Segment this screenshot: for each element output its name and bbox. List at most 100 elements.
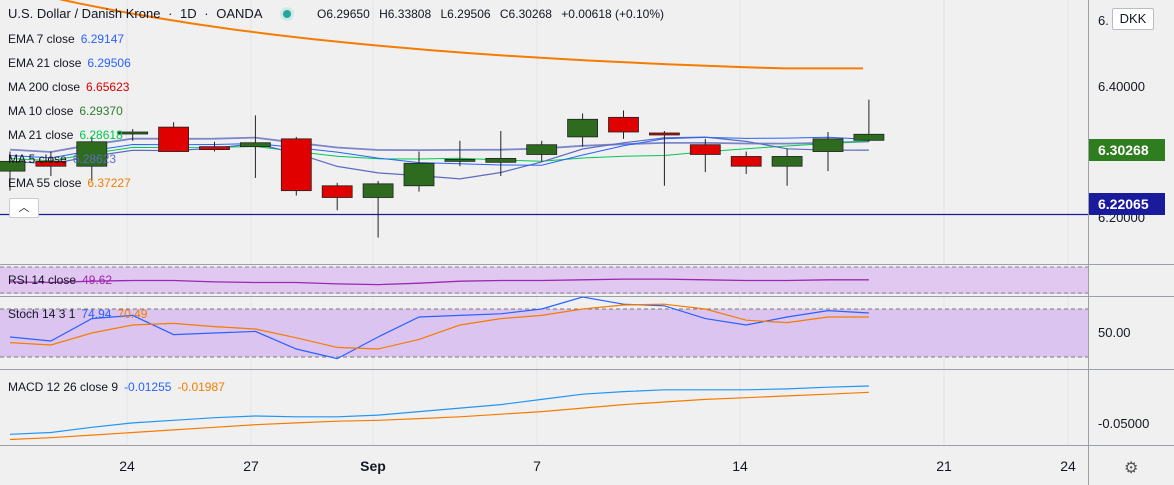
axis-divider (1088, 0, 1089, 485)
time-tick: 7 (533, 458, 541, 474)
collapse-legend-button[interactable]: ︿ (9, 198, 39, 218)
open-value: O6.29650 (317, 7, 370, 21)
indicator-label: MA 5 close (8, 152, 67, 166)
close-value: C6.30268 (499, 7, 552, 21)
market-status-icon[interactable] (283, 10, 292, 19)
time-axis-divider (0, 445, 1174, 446)
time-tick: Sep (360, 458, 386, 474)
stoch-k-line (9, 296, 869, 360)
change-value: +0.00618 (+0.10%) (561, 7, 665, 21)
candle-body (853, 133, 885, 141)
candle-body (812, 138, 844, 152)
ohlc-values: O6.29650 H6.33808 L6.29506 C6.30268 +0.0… (317, 7, 670, 21)
candle-body (608, 116, 639, 133)
currency-button[interactable]: DKK (1112, 8, 1154, 30)
settings-gear-icon[interactable]: ⚙ (1124, 460, 1139, 477)
macd-pane[interactable] (0, 370, 1088, 445)
candle-body (444, 158, 476, 162)
candle-body (239, 142, 271, 148)
macd-signal-value: -0.01987 (177, 380, 225, 394)
indicator-value: 6.65623 (86, 80, 130, 94)
indicator-label: MA 200 close (8, 80, 81, 94)
indicator-legend[interactable]: MA 21 close 6.28618 (8, 128, 123, 142)
pane-divider[interactable] (0, 369, 1174, 370)
indicator-legend[interactable]: MA 200 close 6.65623 (8, 80, 129, 94)
indicator-legend[interactable]: EMA 55 close 6.37227 (8, 176, 131, 190)
candle-body (403, 162, 435, 187)
indicator-label: EMA 21 close (8, 56, 82, 70)
indicator-value: 6.29147 (80, 32, 125, 46)
candle-body (321, 185, 353, 198)
time-tick: 14 (732, 458, 748, 474)
indicator-value: 6.29370 (79, 104, 123, 118)
ema7-line (9, 136, 869, 166)
indicator-value: 6.37227 (87, 176, 131, 190)
candle-body (0, 160, 26, 172)
time-tick: 21 (936, 458, 952, 474)
ema55-line (58, 0, 863, 70)
last-price-badge: 6.30268 (1089, 139, 1165, 161)
price-axis[interactable] (1089, 0, 1174, 485)
ma21-line (9, 136, 869, 153)
indicator-value: 6.29506 (87, 56, 131, 70)
candle-body (158, 126, 190, 152)
candle-body (35, 160, 67, 167)
macd-label: MACD 12 26 close 9 (8, 380, 119, 394)
candle-body (689, 144, 721, 155)
candle-body (117, 131, 149, 135)
indicator-value: 6.28623 (72, 152, 117, 166)
candle-body (199, 146, 230, 151)
rsi-label: RSI 14 close (8, 273, 77, 287)
macd-axis-tick: -0.05000 (1098, 416, 1150, 431)
indicator-legend[interactable]: EMA 21 close 6.29506 (8, 56, 131, 70)
candle-body (526, 144, 558, 155)
candle-body (567, 118, 598, 138)
stoch-axis-tick: 50.00 (1098, 325, 1131, 340)
macd-value: -0.01255 (124, 380, 172, 394)
horizontal-line-price-badge: 6.22065 (1089, 193, 1165, 215)
candle-body (485, 157, 517, 163)
stoch-band (0, 309, 1088, 357)
ma5-line (9, 136, 869, 180)
time-tick: 24 (1060, 458, 1076, 474)
broker: OANDA (216, 6, 262, 21)
pane-legend[interactable]: RSI 14 close 49.62 (8, 273, 112, 287)
indicator-legend[interactable]: MA 5 close 6.28623 (8, 152, 116, 166)
rsi-line (9, 278, 869, 286)
price-tick: 6.40000 (1098, 79, 1145, 94)
indicator-label: MA 10 close (8, 104, 74, 118)
symbol-name[interactable]: U.S. Dollar / Danish Krone (8, 6, 161, 21)
pane-legend[interactable]: MACD 12 26 close 9 -0.01255 -0.01987 (8, 380, 225, 394)
candle-body (771, 156, 803, 167)
stoch-d-value: 70.49 (117, 307, 148, 321)
indicator-legend[interactable]: EMA 7 close 6.29147 (8, 32, 124, 46)
indicator-label: EMA 55 close (8, 176, 82, 190)
pane-divider[interactable] (0, 296, 1174, 297)
indicator-label: EMA 7 close (8, 32, 75, 46)
pane-legend[interactable]: Stoch 14 3 1 74.94 70.49 (8, 307, 147, 321)
time-tick: 24 (119, 458, 135, 474)
low-value: L6.29506 (440, 7, 491, 21)
pane-divider[interactable] (0, 264, 1174, 265)
candle-body (649, 132, 680, 136)
high-value: H6.33808 (379, 7, 432, 21)
stoch-label: Stoch 14 3 1 (8, 307, 76, 321)
candle-body (730, 156, 762, 167)
candle-body (280, 138, 312, 192)
stoch-k-value: 74.94 (81, 307, 112, 321)
interval[interactable]: 1D (180, 6, 197, 21)
stoch-d-line (9, 303, 869, 350)
macd-line (9, 385, 869, 435)
indicator-value: 6.28618 (79, 128, 123, 142)
ma10-line (9, 140, 869, 162)
candle-body (362, 183, 394, 198)
symbol-header[interactable]: U.S. Dollar / Danish Krone · 1D · OANDA … (8, 6, 670, 21)
time-tick: 27 (243, 458, 259, 474)
candle-body (76, 141, 108, 167)
rsi-value: 49.62 (82, 273, 113, 287)
indicator-legend[interactable]: MA 10 close 6.29370 (8, 104, 123, 118)
price-tick: 6. (1098, 13, 1109, 28)
indicator-label: MA 21 close (8, 128, 74, 142)
macd-signal-line (9, 391, 869, 441)
